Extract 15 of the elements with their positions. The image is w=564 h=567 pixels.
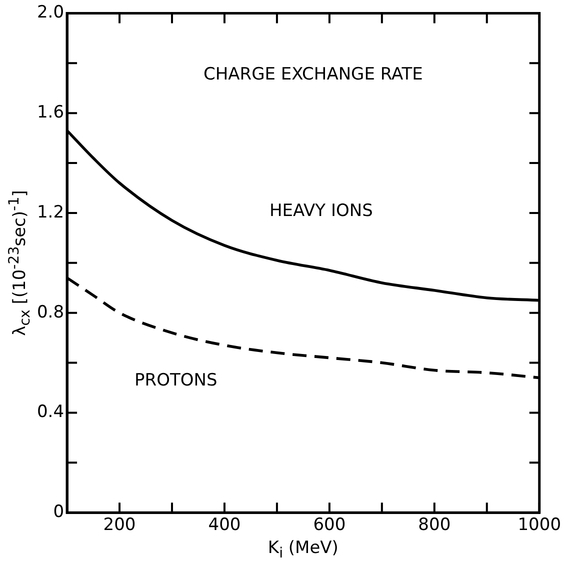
y-tick-label: 0 [53, 502, 64, 522]
y-tick-label: 0.8 [36, 302, 64, 322]
x-tick-label: 600 [313, 515, 346, 536]
annotation: CHARGE EXCHANGE RATE [203, 64, 423, 85]
x-tick-label: 400 [208, 515, 241, 536]
y-tick-label: 2.0 [36, 2, 64, 23]
y-tick-label: 0.4 [36, 402, 64, 422]
x-tick-label: 800 [418, 515, 451, 536]
y-tick-label: 1.2 [36, 202, 64, 222]
x-axis-title: K$_{i}$ (MeV) [268, 538, 338, 562]
y-tick-label: 1.6 [36, 102, 64, 122]
text: HEAVY IONS [269, 200, 373, 221]
x-tick-label: 200 [103, 515, 136, 536]
x-tick-label: 1000 [518, 515, 561, 536]
series-label: PROTONS [134, 370, 218, 390]
